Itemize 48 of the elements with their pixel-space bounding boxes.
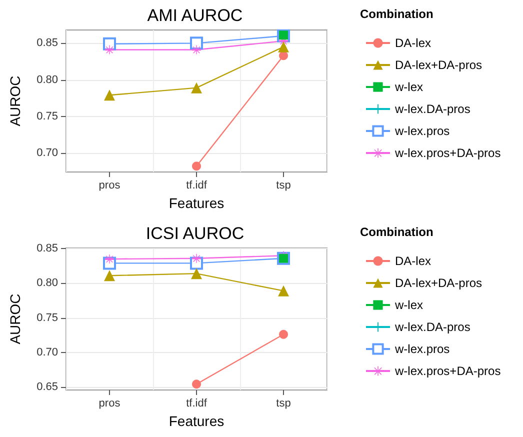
- x-tick-label: pros: [98, 180, 121, 192]
- legend-title: Combination: [360, 7, 434, 21]
- x-tick-label: pros: [98, 398, 121, 410]
- y-tick-label: 0.70: [36, 346, 58, 358]
- x-tick-label: tsp: [276, 398, 291, 410]
- x-axis-title: Features: [168, 195, 224, 211]
- legend-label: DA-lex+DA-pros: [395, 276, 482, 290]
- point: [192, 380, 201, 389]
- legend-label: w-lex.pros: [394, 342, 450, 356]
- legend-label: DA-lex+DA-pros: [395, 58, 482, 72]
- legend-label: w-lex.pros: [394, 124, 450, 138]
- legend-label: w-lex.pros+DA-pros: [394, 146, 501, 160]
- point: [278, 41, 289, 52]
- legend-label: w-lex.DA-pros: [394, 320, 470, 334]
- point: [191, 82, 202, 94]
- point: [279, 330, 288, 339]
- chart-title: ICSI AUROC: [146, 224, 244, 243]
- legend-label: DA-lex: [395, 36, 432, 50]
- y-tick-label: 0.65: [36, 380, 58, 393]
- x-tick-label: tf.idf: [186, 180, 208, 192]
- legend-label: w-lex: [394, 298, 424, 312]
- legend-label: w-lex.pros+DA-pros: [394, 364, 501, 378]
- legend-label: w-lex.DA-pros: [394, 102, 470, 116]
- point: [104, 90, 115, 101]
- x-tick-label: tsp: [276, 180, 291, 192]
- y-tick-label: 0.75: [36, 110, 58, 122]
- legend-title: Combination: [360, 225, 434, 239]
- point: [191, 268, 202, 280]
- point: [278, 285, 289, 296]
- x-axis-title: Features: [168, 413, 224, 429]
- point: [104, 270, 115, 282]
- y-axis-title: AUROC: [7, 294, 23, 344]
- y-tick-label: 0.80: [36, 74, 58, 86]
- y-tick-label: 0.75: [36, 312, 58, 324]
- y-tick-label: 0.85: [36, 242, 58, 255]
- y-tick-label: 0.70: [36, 146, 58, 159]
- y-tick-label: 0.85: [36, 37, 58, 50]
- chart-title: AMI AUROC: [147, 6, 243, 25]
- legend-label: w-lex: [394, 80, 424, 94]
- y-tick-label: 0.80: [36, 277, 58, 290]
- point: [192, 162, 201, 171]
- x-tick-label: tf.idf: [186, 398, 208, 410]
- point: [192, 45, 201, 54]
- point: [192, 254, 201, 263]
- y-axis-title: AUROC: [7, 76, 23, 126]
- legend-label: DA-lex: [395, 254, 432, 268]
- point: [105, 45, 114, 54]
- point: [190, 36, 203, 50]
